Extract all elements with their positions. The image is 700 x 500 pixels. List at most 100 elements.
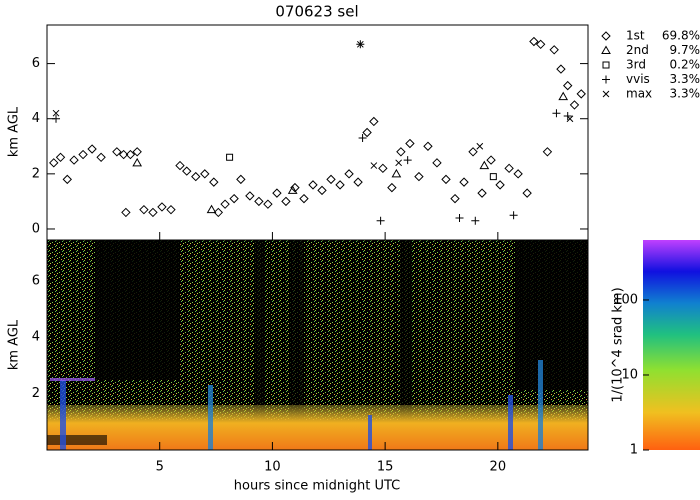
point [403,156,412,165]
point [299,193,309,204]
legend-name: 3rd [626,58,646,72]
point [495,180,505,190]
point [529,36,539,47]
point [317,185,327,196]
point [182,166,192,176]
point [522,188,532,198]
point [191,171,201,182]
point [362,127,372,138]
colorbar-tick-label: 100 [613,292,638,307]
point [535,39,546,50]
point [245,191,255,201]
point [226,153,234,161]
colorbar [643,240,700,450]
point [49,158,59,168]
point [391,168,402,178]
point [125,149,136,160]
point [432,158,442,168]
y-axis-label: km AGL [7,106,22,157]
point [441,174,451,185]
legend-name: 1st [626,29,645,43]
point [148,207,158,218]
y-tick-label: 6 [32,273,40,288]
point [486,155,496,165]
point [344,169,354,179]
point [387,182,397,193]
point [132,157,143,167]
point [96,152,106,163]
point [229,193,239,204]
point [471,216,480,225]
point [479,160,490,170]
point [52,114,61,123]
point [326,174,336,185]
point [356,40,364,48]
point [335,180,345,190]
legend-marker [601,45,611,54]
legend-value: 3.3% [670,87,700,101]
point [509,211,518,220]
legend-value: 9.7% [670,43,700,57]
point [378,163,388,174]
point [132,147,142,157]
point [118,149,129,160]
point [549,45,559,55]
point [576,89,586,99]
legend-value: 0.2% [670,58,700,72]
x-tick-label: 5 [156,460,164,475]
point [558,91,569,101]
colorbar-label: 1/(10^4 srad km) [611,287,626,402]
point [476,142,484,150]
bottom-frame [46,239,589,451]
point [254,196,264,207]
legend-name: 2nd [626,43,649,57]
point [369,116,379,127]
point [455,213,464,222]
point [489,173,497,181]
legend-marker [602,61,610,69]
point [166,204,176,215]
point [405,138,415,149]
point [281,196,291,207]
x-tick-label: 10 [264,460,281,475]
point [121,207,131,218]
point [395,159,403,167]
point [423,141,433,151]
colorbar-tick-label: 10 [621,367,638,382]
point [376,216,385,225]
y-tick-label: 2 [32,386,40,401]
point [542,147,553,157]
point [308,180,318,190]
point [358,134,367,143]
point [353,177,363,187]
point [78,149,88,160]
legend-value: 69.8% [662,29,700,43]
top-frame [46,24,589,241]
point [220,199,230,209]
y-axis-label: km AGL [7,319,22,370]
point [62,174,72,185]
point [200,169,210,179]
point [569,100,580,110]
legend-marker [602,75,610,84]
legend-value: 3.3% [670,72,700,86]
point [69,155,79,165]
point [504,163,514,174]
point [263,199,273,209]
legend-marker [601,31,611,41]
x-axis-label: hours since midnight UTC [234,479,400,494]
point [87,144,97,154]
point [55,152,66,163]
chart-title: 070623 sel [275,3,358,21]
point [450,193,460,204]
point [563,80,573,91]
point [175,160,185,171]
point [213,207,224,218]
point [287,185,298,194]
point [459,177,469,187]
point [52,109,60,117]
point [157,202,167,212]
legend-name: max [626,87,652,101]
